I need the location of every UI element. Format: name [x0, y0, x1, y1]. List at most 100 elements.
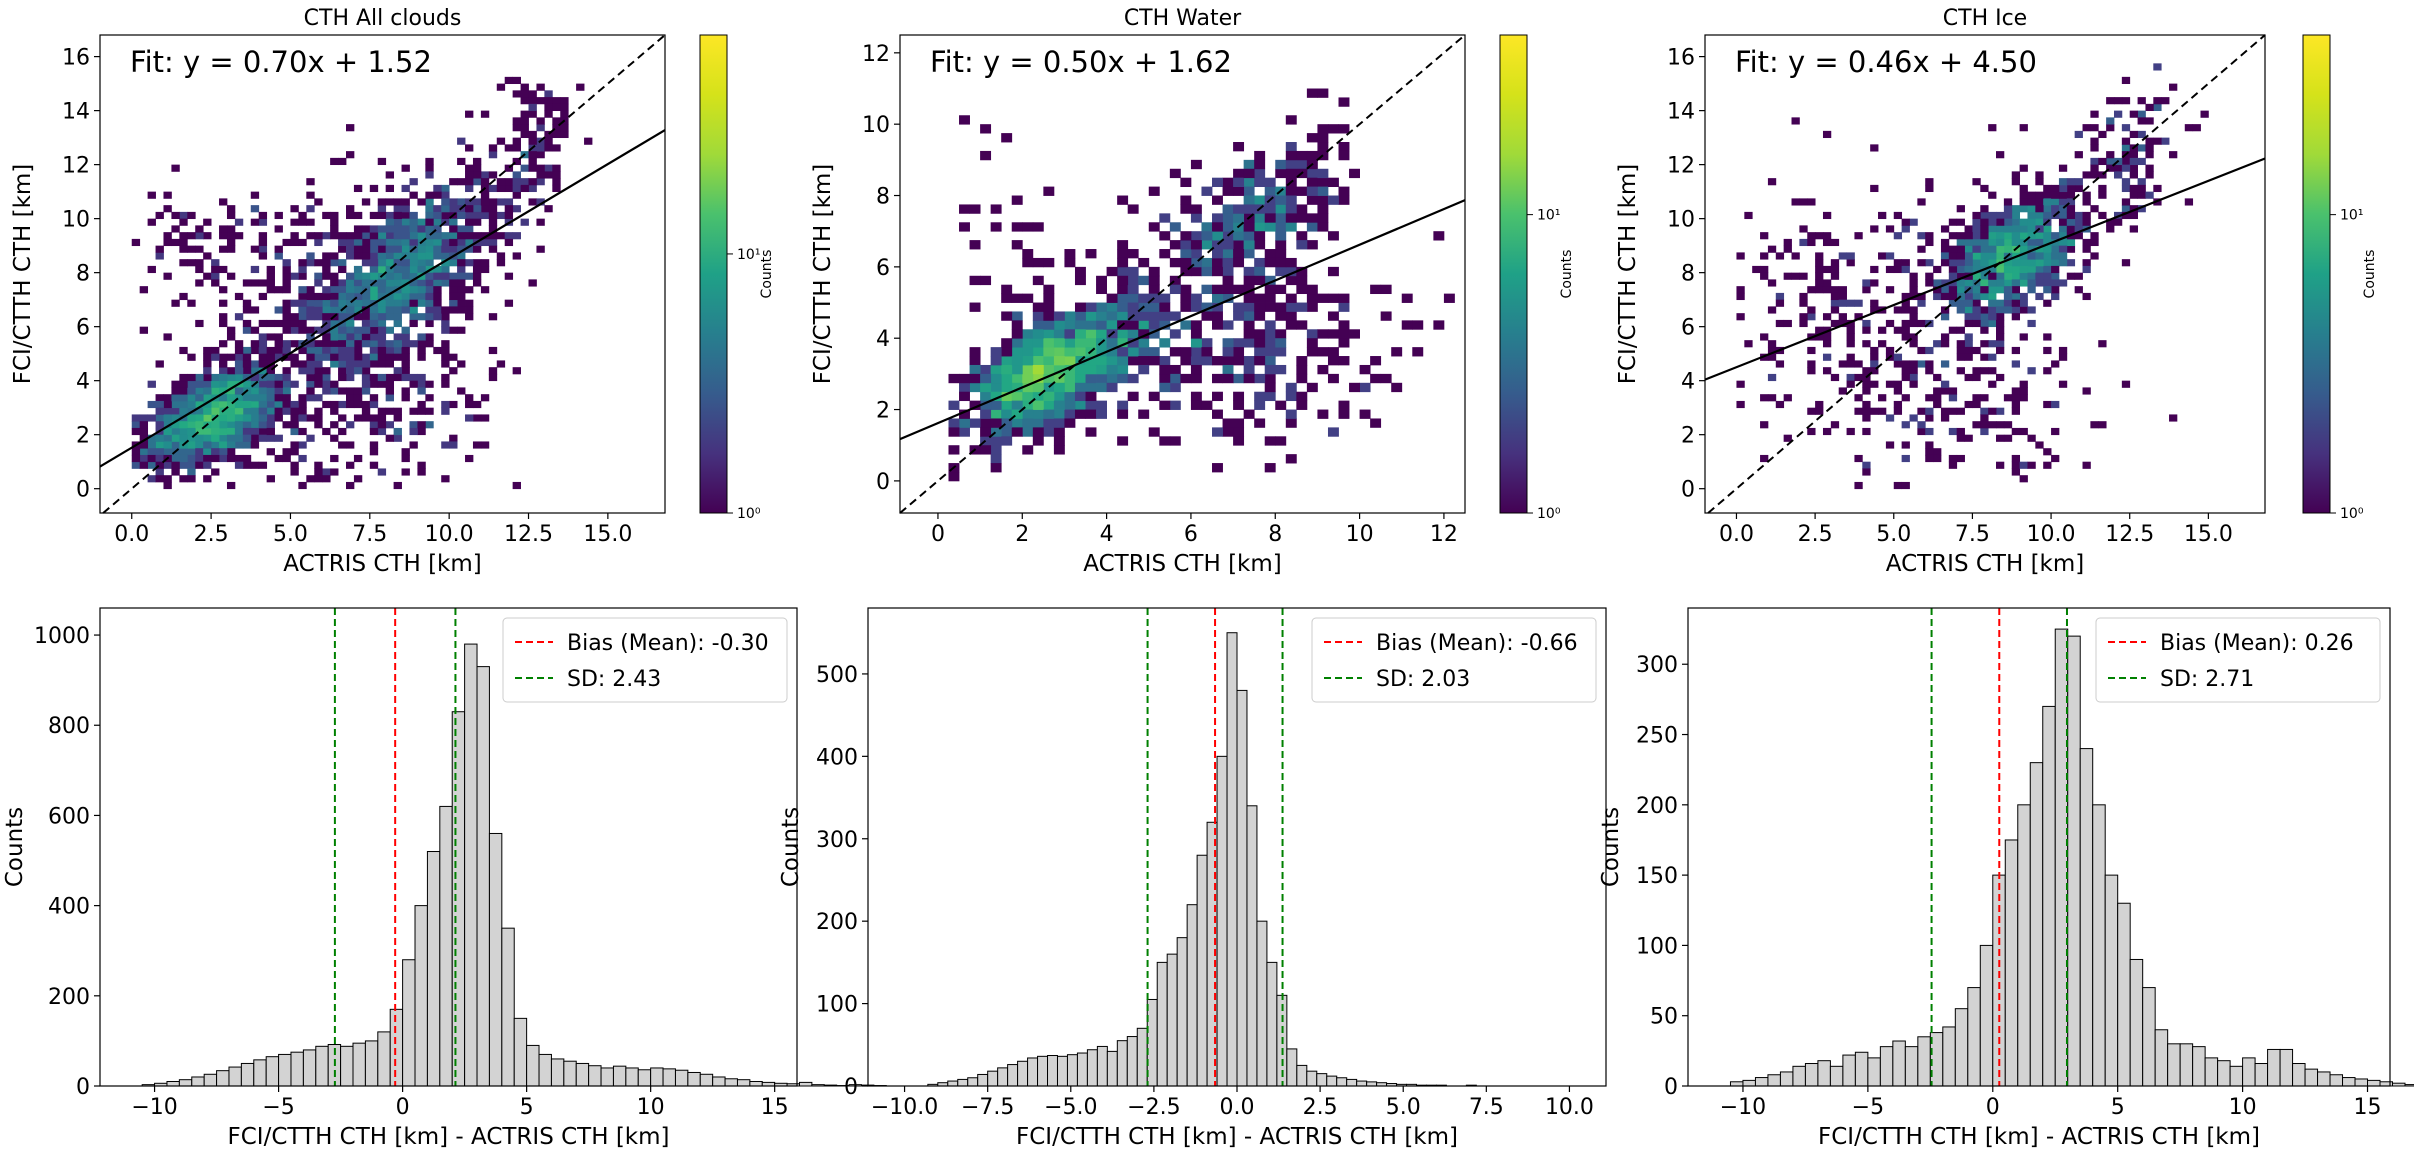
heatmap-cell [465, 171, 474, 179]
heatmap-cell [1022, 356, 1034, 366]
heatmap-cell [195, 279, 204, 287]
heatmap-cells [948, 88, 1455, 482]
heatmap-cell [2129, 205, 2138, 213]
heatmap-cell [2019, 279, 2028, 287]
heatmap-cell [298, 394, 307, 402]
heatmap-cell [2145, 171, 2154, 179]
heatmap-cell [512, 171, 521, 179]
heatmap-cell [274, 333, 283, 341]
heatmap-cell [1956, 272, 1965, 280]
heatmap-cell [1349, 382, 1360, 393]
heatmap-cell [1190, 391, 1202, 402]
heatmap-cell [1275, 222, 1287, 232]
heatmap-cell [1222, 284, 1234, 295]
heatmap-cell [219, 319, 228, 328]
y-tick-label: 4 [76, 370, 90, 395]
axes-frame [1687, 607, 2391, 1087]
heatmap-cell [1988, 319, 1997, 328]
heatmap-cell [1180, 231, 1192, 241]
heatmap-cell [306, 178, 315, 186]
heatmap-cell [488, 238, 498, 247]
heatmap-cell [401, 340, 410, 348]
heatmap-cell [1815, 286, 1824, 294]
heatmap-cell [298, 306, 307, 314]
heatmap-cell [1917, 198, 1926, 206]
heatmap-cell [449, 178, 458, 186]
heatmap-cell [385, 252, 395, 260]
heatmap-cell [1001, 409, 1013, 419]
heatmap-cell [1254, 222, 1266, 232]
heatmap-cell [441, 407, 450, 415]
heatmap-cell [211, 448, 220, 456]
heatmap-cell [1106, 311, 1118, 321]
heatmap-cell [433, 238, 442, 247]
heatmap-cell [314, 407, 323, 415]
heatmap-cell [504, 178, 514, 186]
heatmap-cell [2003, 198, 2013, 206]
heatmap-cell [298, 481, 307, 490]
heatmap-cell [219, 441, 228, 449]
heatmap-cell [330, 380, 339, 388]
heatmap-cell [449, 353, 458, 361]
heatmap-cell [520, 117, 529, 125]
heatmap-cell [1159, 382, 1171, 393]
heatmap-cell [1760, 252, 1769, 260]
heatmap-cell [1159, 373, 1171, 384]
heatmap-cell [226, 225, 236, 233]
heatmap-cell [1996, 286, 2005, 294]
heatmap-cell [393, 306, 402, 314]
heatmap-cell [377, 198, 387, 206]
heatmap-cell [1032, 391, 1044, 402]
heatmap-cell [1775, 360, 1785, 368]
heatmap-cell [2019, 272, 2028, 280]
heatmap-cell [2098, 191, 2107, 199]
y-tick-label: 2 [1681, 424, 1695, 449]
histogram-bar [674, 1069, 689, 1087]
heatmap-cell [211, 421, 220, 429]
heatmap-cell [306, 475, 315, 483]
heatmap-cell [528, 178, 537, 186]
heatmap-cell [1327, 356, 1339, 366]
heatmap-cell [282, 373, 291, 382]
axes-frame [99, 607, 798, 1087]
heatmap-cell [959, 409, 970, 419]
heatmap-cell [2035, 198, 2044, 206]
heatmap-cell [1988, 299, 1997, 307]
heatmap-cell [1870, 265, 1879, 274]
heatmap-cell [520, 90, 529, 98]
heatmap-cell [1043, 364, 1055, 375]
heatmap-cell [1032, 409, 1044, 419]
heatmap-cell [219, 448, 228, 456]
heatmap-cell [433, 265, 442, 274]
heatmap-cell [1956, 367, 1965, 375]
heatmap-cell [282, 394, 291, 402]
heatmap-cell [195, 421, 204, 429]
heatmap-cell [377, 380, 387, 388]
y-tick-label: 300 [1636, 653, 1678, 678]
heatmap-cell [1285, 159, 1297, 170]
heatmap-cell [1338, 195, 1350, 205]
histogram-bar [2342, 1077, 2356, 1087]
heatmap-cell [1996, 346, 2005, 355]
heatmap-cell [171, 238, 180, 247]
heatmap-cell [2035, 245, 2044, 253]
heatmap-cell [948, 471, 960, 482]
heatmap-cell [990, 391, 1002, 402]
x-tick-label: −5 [262, 1095, 294, 1120]
heatmap-cell [1296, 213, 1308, 223]
heatmap-cell [1815, 252, 1824, 260]
heatmap-cell [465, 218, 474, 226]
heatmap-cell [1022, 249, 1034, 259]
heatmap-cell [1064, 400, 1076, 410]
heatmap-cell [1838, 313, 1847, 321]
heatmap-cell [361, 407, 371, 415]
histogram-bar [612, 1065, 627, 1087]
heatmap-cell [425, 198, 434, 206]
heatmap-cell [401, 211, 410, 220]
heatmap-cell [1846, 340, 1855, 348]
heatmap-cell [1201, 231, 1213, 241]
heatmap-cell [1317, 409, 1329, 419]
heatmap-cell [155, 360, 164, 368]
heatmap-cell [1085, 302, 1097, 312]
heatmap-cell [1285, 266, 1297, 277]
